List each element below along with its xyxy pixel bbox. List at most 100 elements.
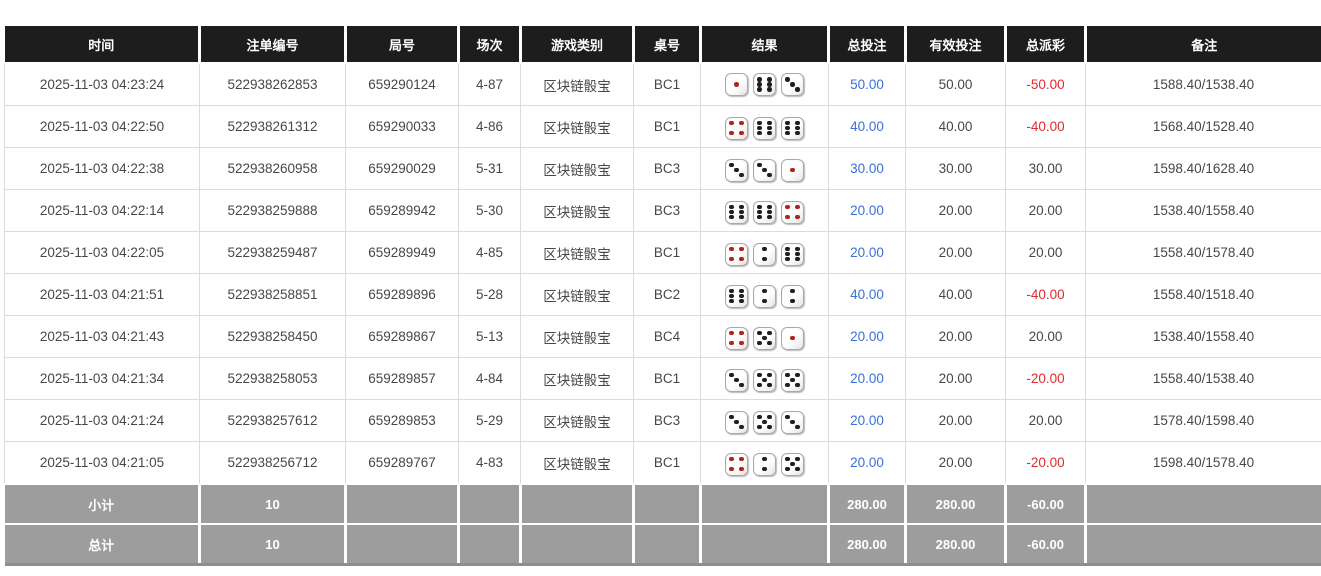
dice-result-group xyxy=(725,158,804,182)
cell-table-no: BC3 xyxy=(633,147,701,190)
cell-bet-id: 522938259487 xyxy=(199,231,346,274)
cell-table-no: BC4 xyxy=(633,315,701,358)
cell-remark: 1578.40/1598.40 xyxy=(1085,399,1321,442)
cell-valid-bet: 20.00 xyxy=(905,357,1006,400)
cell-table-no: BC1 xyxy=(633,105,701,148)
die-4-icon xyxy=(781,200,804,224)
column-header-game-type: 游戏类别 xyxy=(520,26,635,64)
die-4-icon xyxy=(725,242,748,266)
cell-bet-id: 522938256712 xyxy=(199,441,346,485)
footer-empty-result xyxy=(700,483,830,524)
column-header-remark: 备注 xyxy=(1085,26,1321,64)
die-3-icon xyxy=(725,158,748,182)
cell-total-payout: -40.00 xyxy=(1005,105,1086,148)
cell-valid-bet: 20.00 xyxy=(905,231,1006,274)
cell-remark: 1558.40/1538.40 xyxy=(1085,357,1321,400)
die-4-icon xyxy=(725,326,748,350)
cell-total-bet: 40.00 xyxy=(828,273,906,316)
cell-valid-bet: 40.00 xyxy=(905,105,1006,148)
cell-bet-id: 522938259888 xyxy=(199,189,346,232)
footer-valid-bet: 280.00 xyxy=(905,523,1007,566)
cell-remark: 1558.40/1518.40 xyxy=(1085,273,1321,316)
footer-empty-table-no xyxy=(633,483,702,524)
dice-result-group xyxy=(725,116,804,140)
die-6-icon xyxy=(725,200,748,224)
cell-total-bet: 50.00 xyxy=(828,63,906,106)
cell-result xyxy=(700,147,829,190)
die-6-icon xyxy=(781,242,804,266)
table-body: 2025-11-03 04:23:24 522938262853 659290124… xyxy=(4,63,1321,485)
die-1-icon xyxy=(781,158,804,182)
footer-total-payout: -60.00 xyxy=(1005,483,1087,524)
cell-result xyxy=(700,189,829,232)
cell-result xyxy=(700,63,829,106)
cell-bet-id: 522938261312 xyxy=(199,105,346,148)
footer-total-payout: -60.00 xyxy=(1005,523,1087,566)
die-2-icon xyxy=(753,284,776,308)
die-5-icon xyxy=(781,452,804,476)
die-1-icon xyxy=(781,326,804,350)
cell-game-type: 区块链骰宝 xyxy=(520,357,634,400)
dice-result-group xyxy=(725,73,804,96)
cell-total-payout: 20.00 xyxy=(1005,315,1086,358)
cell-total-bet: 40.00 xyxy=(828,105,906,148)
cell-table-no: BC3 xyxy=(633,399,701,442)
cell-bet-id: 522938258851 xyxy=(199,273,346,316)
footer-empty-game-type xyxy=(520,523,635,566)
die-6-icon xyxy=(753,116,776,140)
cell-remark: 1568.40/1528.40 xyxy=(1085,105,1321,148)
die-6-icon xyxy=(781,116,804,140)
die-2-icon xyxy=(781,284,804,308)
cell-total-payout: -20.00 xyxy=(1005,441,1086,485)
footer-total-bet: 280.00 xyxy=(828,483,907,524)
cell-remark: 1598.40/1628.40 xyxy=(1085,147,1321,190)
cell-total-payout: 20.00 xyxy=(1005,231,1086,274)
die-6-icon xyxy=(753,73,776,96)
cell-round-id: 659289942 xyxy=(345,189,459,232)
cell-time: 2025-11-03 04:21:51 xyxy=(4,273,200,316)
header-row: 时间 注单编号 局号 场次 游戏类别 桌号 结果 总投注 有效投注 总派彩 备注 xyxy=(4,26,1321,64)
cell-round-id: 659289853 xyxy=(345,399,459,442)
footer-empty-session xyxy=(458,523,522,566)
cell-game-type: 区块链骰宝 xyxy=(520,441,634,485)
cell-round-id: 659290124 xyxy=(345,63,459,106)
cell-session: 5-31 xyxy=(458,147,521,190)
cell-session: 4-85 xyxy=(458,231,521,274)
table-row: 2025-11-03 04:22:14 522938259888 659289942… xyxy=(4,189,1321,232)
column-header-table-no: 桌号 xyxy=(633,26,702,64)
table-row: 2025-11-03 04:23:24 522938262853 659290124… xyxy=(4,63,1321,106)
dice-result-group xyxy=(725,284,804,308)
cell-time: 2025-11-03 04:21:24 xyxy=(4,399,200,442)
cell-time: 2025-11-03 04:22:38 xyxy=(4,147,200,190)
footer-empty-table-no xyxy=(633,523,702,566)
die-3-icon xyxy=(781,73,804,96)
cell-table-no: BC2 xyxy=(633,273,701,316)
die-5-icon xyxy=(753,326,776,350)
footer-empty-session xyxy=(458,483,522,524)
cell-total-bet: 20.00 xyxy=(828,357,906,400)
footer-empty-round-id xyxy=(345,523,460,566)
cell-valid-bet: 20.00 xyxy=(905,399,1006,442)
cell-game-type: 区块链骰宝 xyxy=(520,63,634,106)
cell-bet-id: 522938257612 xyxy=(199,399,346,442)
cell-result xyxy=(700,315,829,358)
cell-remark: 1538.40/1558.40 xyxy=(1085,315,1321,358)
cell-round-id: 659289857 xyxy=(345,357,459,400)
cell-bet-id: 522938258053 xyxy=(199,357,346,400)
cell-valid-bet: 20.00 xyxy=(905,441,1006,485)
table-row: 2025-11-03 04:22:38 522938260958 659290029… xyxy=(4,147,1321,190)
dice-result-group xyxy=(725,326,804,350)
table-header: 时间 注单编号 局号 场次 游戏类别 桌号 结果 总投注 有效投注 总派彩 备注 xyxy=(4,26,1321,64)
cell-valid-bet: 50.00 xyxy=(905,63,1006,106)
column-header-valid-bet: 有效投注 xyxy=(905,26,1007,64)
cell-total-payout: -50.00 xyxy=(1005,63,1086,106)
cell-table-no: BC1 xyxy=(633,357,701,400)
die-3-icon xyxy=(725,368,748,392)
cell-total-bet: 20.00 xyxy=(828,441,906,485)
cell-session: 4-86 xyxy=(458,105,521,148)
cell-game-type: 区块链骰宝 xyxy=(520,399,634,442)
footer-empty-remark xyxy=(1085,483,1321,524)
grand-total-row: 总计 10 280.00 280.00 -60.00 xyxy=(4,523,1321,566)
die-6-icon xyxy=(725,284,748,308)
die-4-icon xyxy=(725,116,748,140)
